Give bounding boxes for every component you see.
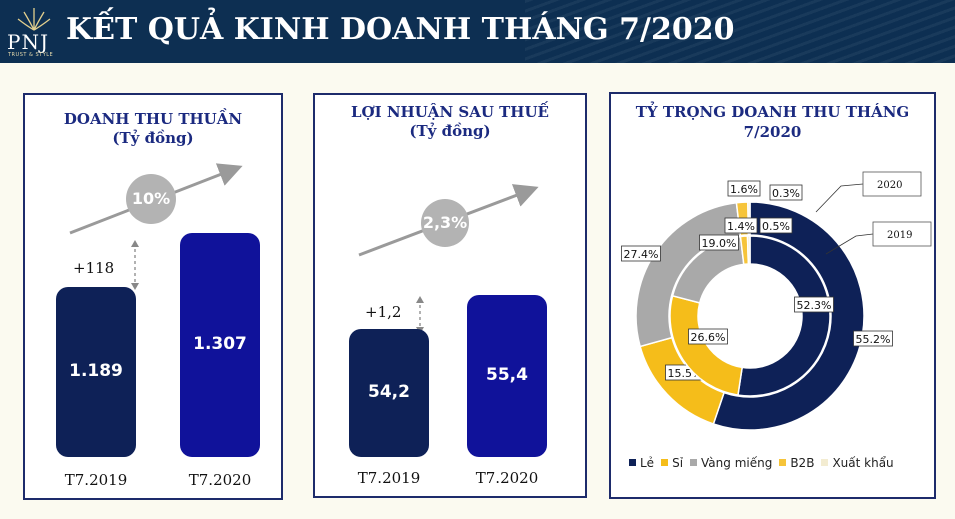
- category-label: T7.2019: [64, 471, 128, 489]
- category-label: T7.2019: [357, 469, 421, 487]
- legend-swatch: [821, 459, 829, 466]
- category-label: T7.2020: [475, 469, 539, 487]
- svg-text:27.4%: 27.4%: [624, 248, 659, 261]
- revenue-growth-badge: 10%: [126, 174, 176, 224]
- revenue-title: DOANH THU THUẦN: [63, 110, 243, 128]
- donut-value-label: 0.3%: [769, 184, 803, 201]
- legend-item: Sỉ: [661, 456, 683, 470]
- bar-t7-2020: 1.307: [180, 233, 260, 457]
- svg-text:19.0%: 19.0%: [702, 237, 737, 250]
- profit-growth-badge: 2,3%: [421, 199, 469, 247]
- legend-swatch: [690, 459, 698, 466]
- header-decoration: [525, 0, 955, 63]
- svg-text:1.4%: 1.4%: [727, 220, 755, 233]
- svg-text:2020: 2020: [877, 180, 902, 191]
- share-donut-chart: 55.2%15.5%27.4%1.6% 0.3%52.3%26.6%19.0%1.…: [621, 171, 932, 431]
- legend-label: Sỉ: [672, 456, 684, 470]
- donut-value-label: 1.6%: [727, 180, 761, 197]
- svg-text:55.2%: 55.2%: [856, 333, 891, 346]
- bar-value-label: 1.307: [193, 334, 247, 354]
- legend-item: Lẻ: [629, 456, 654, 470]
- profit-panel: LỢI NHUẬN SAU THUẾ (Tỷ đồng) 2,3% +1,2 5…: [313, 93, 587, 498]
- donut-value-label: 1.4%: [724, 217, 758, 234]
- bar-t7-2019: 54,2: [349, 329, 429, 457]
- donut-value-label: 26.6%: [688, 328, 728, 345]
- svg-text:0.3%: 0.3%: [772, 187, 800, 200]
- donut-slice-2019-4: [746, 235, 751, 265]
- bar-t7-2019: 1.189: [56, 287, 136, 457]
- revenue-subtitle: (Tỷ đồng): [112, 129, 194, 147]
- revenue-panel: DOANH THU THUẦN (Tỷ đồng) 10% +118 1.189…: [23, 93, 283, 500]
- profit-delta-label: +1,2: [365, 303, 402, 321]
- legend-swatch: [661, 459, 669, 466]
- legend-item: B2B: [779, 456, 814, 470]
- legend-label: B2B: [790, 456, 815, 470]
- legend-item: Xuất khẩu: [821, 456, 894, 470]
- bar-value-label: 1.189: [69, 361, 123, 381]
- svg-text:2019: 2019: [887, 230, 912, 241]
- donut-slice-2020-0: [712, 201, 865, 431]
- donut-value-label: 52.3%: [794, 296, 834, 313]
- legend-swatch: [629, 459, 636, 466]
- series-callout-2020: 2020: [815, 171, 922, 213]
- svg-text:52.3%: 52.3%: [797, 299, 832, 312]
- share-legend: Lẻ Sỉ Vàng miếng B2B Xuất khẩu: [629, 456, 901, 470]
- pnj-star-logo-icon: [17, 8, 51, 31]
- bar-value-label: 55,4: [486, 365, 528, 385]
- legend-label: Vàng miếng: [701, 456, 773, 470]
- donut-slice-2019-0: [737, 235, 831, 397]
- legend-label: Lẻ: [640, 456, 655, 470]
- logo-text: PNJ: [7, 30, 49, 54]
- donut-value-label: 0.5%: [759, 217, 793, 234]
- legend-item: Vàng miếng: [690, 456, 772, 470]
- share-title-line1: TỶ TRỌNG DOANH THU THÁNG: [635, 103, 910, 121]
- profit-title: LỢI NHUẬN SAU THUẾ: [350, 103, 549, 121]
- donut-value-label: 55.2%: [853, 330, 893, 347]
- svg-text:26.6%: 26.6%: [691, 331, 726, 344]
- svg-text:1.6%: 1.6%: [730, 183, 758, 196]
- revenue-delta-label: +118: [73, 259, 115, 277]
- share-panel: TỶ TRỌNG DOANH THU THÁNG 7/2020 55.2% 15.…: [609, 92, 936, 499]
- logo-tagline: TRUST & STYLE: [8, 52, 54, 58]
- donut-value-label: 27.4%: [621, 245, 661, 262]
- header-bar: PNJ TRUST & STYLE KẾT QUẢ KINH DOANH THÁ…: [0, 0, 955, 63]
- category-label: T7.2020: [188, 471, 252, 489]
- series-callout-2019: 2019: [825, 221, 932, 255]
- svg-text:0.5%: 0.5%: [762, 220, 790, 233]
- profit-subtitle: (Tỷ đồng): [409, 122, 491, 140]
- page-title: KẾT QUẢ KINH DOANH THÁNG 7/2020: [66, 12, 735, 47]
- bar-t7-2020: 55,4: [467, 295, 547, 457]
- share-title-line2: 7/2020: [743, 123, 802, 141]
- legend-label: Xuất khẩu: [832, 456, 894, 470]
- bar-value-label: 54,2: [368, 382, 410, 402]
- donut-value-label: 19.0%: [699, 234, 739, 251]
- legend-swatch: [779, 459, 787, 466]
